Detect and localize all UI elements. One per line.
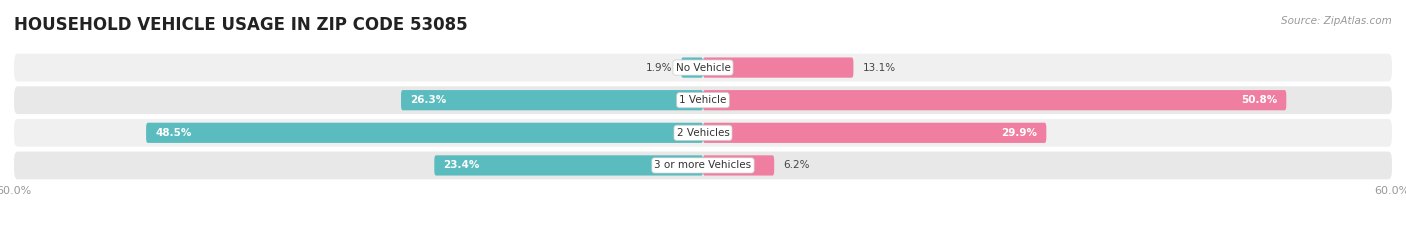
Text: 13.1%: 13.1% [863,63,896,72]
FancyBboxPatch shape [703,155,775,175]
FancyBboxPatch shape [703,58,853,78]
Text: 48.5%: 48.5% [155,128,191,138]
Text: 26.3%: 26.3% [411,95,447,105]
FancyBboxPatch shape [14,54,1392,81]
FancyBboxPatch shape [434,155,703,175]
Text: 23.4%: 23.4% [443,161,479,170]
FancyBboxPatch shape [703,90,1286,110]
Text: 6.2%: 6.2% [783,161,810,170]
Text: Source: ZipAtlas.com: Source: ZipAtlas.com [1281,16,1392,26]
FancyBboxPatch shape [14,119,1392,147]
Text: 2 Vehicles: 2 Vehicles [676,128,730,138]
Text: 1 Vehicle: 1 Vehicle [679,95,727,105]
FancyBboxPatch shape [703,123,1046,143]
Text: 3 or more Vehicles: 3 or more Vehicles [654,161,752,170]
Text: HOUSEHOLD VEHICLE USAGE IN ZIP CODE 53085: HOUSEHOLD VEHICLE USAGE IN ZIP CODE 5308… [14,16,468,34]
Text: 1.9%: 1.9% [645,63,672,72]
FancyBboxPatch shape [681,58,703,78]
FancyBboxPatch shape [14,86,1392,114]
FancyBboxPatch shape [401,90,703,110]
FancyBboxPatch shape [146,123,703,143]
FancyBboxPatch shape [14,152,1392,179]
Text: 50.8%: 50.8% [1241,95,1277,105]
Text: 29.9%: 29.9% [1001,128,1038,138]
Text: No Vehicle: No Vehicle [675,63,731,72]
